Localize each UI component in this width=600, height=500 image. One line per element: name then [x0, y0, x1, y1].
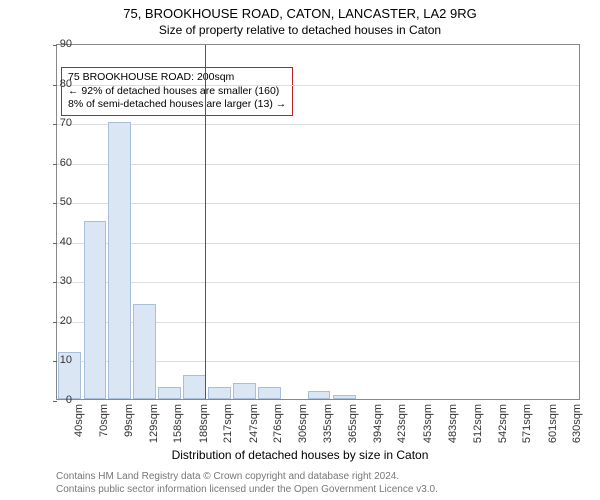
xtick-label: 394sqm	[372, 404, 384, 443]
xtick-label: 40sqm	[73, 404, 85, 437]
ytick-label: 10	[60, 354, 72, 366]
gridline-h	[57, 282, 579, 283]
xtick-label: 70sqm	[98, 404, 110, 437]
ytick-mark	[53, 243, 57, 244]
xtick-label: 306sqm	[297, 404, 309, 443]
ytick-label: 50	[60, 196, 72, 208]
histogram-bar	[208, 387, 231, 399]
credits-line-2: Contains public sector information licen…	[56, 483, 438, 496]
histogram-bar	[333, 395, 356, 399]
ytick-mark	[53, 85, 57, 86]
ytick-label: 70	[60, 117, 72, 129]
ytick-label: 90	[60, 38, 72, 50]
gridline-h	[57, 164, 579, 165]
histogram-bar	[158, 387, 181, 399]
xtick-label: 276sqm	[272, 404, 284, 443]
xtick-label: 99sqm	[123, 404, 135, 437]
ytick-label: 30	[60, 275, 72, 287]
histogram-bar	[133, 304, 156, 399]
credits-line-1: Contains HM Land Registry data © Crown c…	[56, 470, 438, 483]
xtick-label: 423sqm	[396, 404, 408, 443]
xtick-label: 129sqm	[148, 404, 160, 443]
xtick-label: 453sqm	[422, 404, 434, 443]
annotation-line-1: 75 BROOKHOUSE ROAD: 200sqm	[68, 71, 286, 85]
xtick-label: 542sqm	[497, 404, 509, 443]
gridline-h	[57, 203, 579, 204]
ytick-mark	[53, 203, 57, 204]
x-axis-label: Distribution of detached houses by size …	[0, 448, 600, 462]
xtick-label: 483sqm	[447, 404, 459, 443]
ytick-mark	[53, 282, 57, 283]
histogram-bar	[308, 391, 331, 399]
histogram-bar	[258, 387, 281, 399]
ytick-mark	[53, 45, 57, 46]
ytick-mark	[53, 322, 57, 323]
ytick-label: 80	[60, 78, 72, 90]
annotation-line-3: 8% of semi-detached houses are larger (1…	[68, 98, 286, 112]
xtick-label: 158sqm	[172, 404, 184, 443]
xtick-label: 601sqm	[547, 404, 559, 443]
ytick-mark	[53, 124, 57, 125]
xtick-label: 512sqm	[472, 404, 484, 443]
gridline-h	[57, 243, 579, 244]
histogram-bar	[108, 122, 131, 399]
xtick-label: 630sqm	[571, 404, 583, 443]
xtick-label: 335sqm	[322, 404, 334, 443]
ytick-label: 40	[60, 236, 72, 248]
reference-line	[205, 45, 206, 399]
chart-title-line1: 75, BROOKHOUSE ROAD, CATON, LANCASTER, L…	[0, 6, 600, 21]
ytick-mark	[53, 164, 57, 165]
xtick-label: 217sqm	[222, 404, 234, 443]
gridline-h	[57, 124, 579, 125]
xtick-label: 188sqm	[198, 404, 210, 443]
annotation-line-2: ← 92% of detached houses are smaller (16…	[68, 85, 286, 99]
chart-title-line2: Size of property relative to detached ho…	[0, 23, 600, 37]
ytick-label: 60	[60, 157, 72, 169]
histogram-bar	[183, 375, 206, 399]
credits: Contains HM Land Registry data © Crown c…	[56, 470, 438, 496]
xtick-label: 571sqm	[521, 404, 533, 443]
xtick-label: 365sqm	[347, 404, 359, 443]
gridline-h	[57, 85, 579, 86]
histogram-bar	[233, 383, 256, 399]
annotation-box: 75 BROOKHOUSE ROAD: 200sqm ← 92% of deta…	[61, 67, 293, 116]
ytick-mark	[53, 361, 57, 362]
ytick-label: 20	[60, 315, 72, 327]
histogram-bar	[84, 221, 107, 399]
ytick-mark	[53, 401, 57, 402]
plot-area: 75 BROOKHOUSE ROAD: 200sqm ← 92% of deta…	[56, 44, 580, 400]
xtick-label: 247sqm	[248, 404, 260, 443]
ytick-label: 0	[66, 394, 72, 406]
